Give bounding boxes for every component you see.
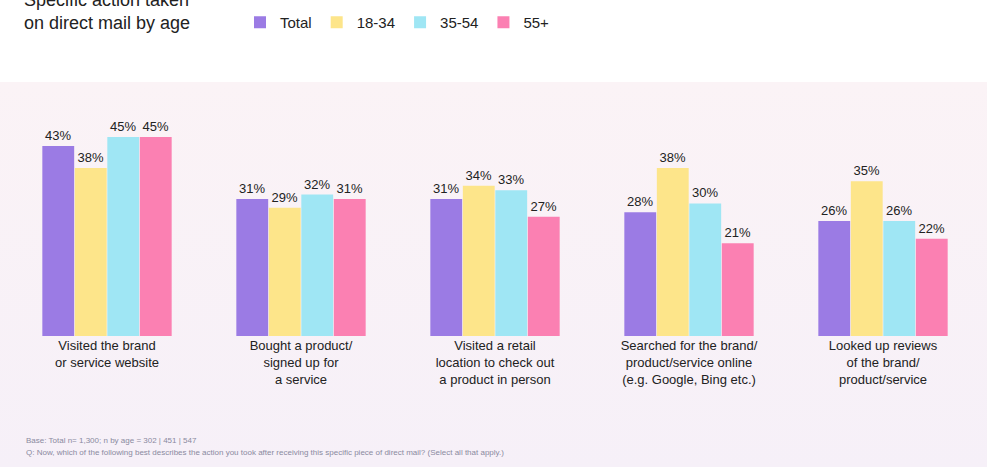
svg-text:Looked up reviewsof the brand/: Looked up reviewsof the brand/product/se… <box>829 338 938 387</box>
svg-text:Specific action takenon direct: Specific action takenon direct mail by a… <box>24 0 190 33</box>
svg-text:35%: 35% <box>854 163 880 178</box>
svg-text:45%: 45% <box>110 119 136 134</box>
svg-text:29%: 29% <box>272 190 298 205</box>
svg-text:31%: 31% <box>433 181 459 196</box>
svg-text:55+: 55+ <box>523 14 549 31</box>
svg-text:45%: 45% <box>143 119 169 134</box>
svg-text:Visited the brandor service we: Visited the brandor service website <box>55 338 159 370</box>
svg-text:Total: Total <box>280 14 312 31</box>
svg-text:Bought a product/signed up for: Bought a product/signed up fora service <box>250 338 353 387</box>
svg-text:33%: 33% <box>498 172 524 187</box>
svg-text:31%: 31% <box>337 181 363 196</box>
svg-text:43%: 43% <box>45 128 71 143</box>
svg-text:31%: 31% <box>239 181 265 196</box>
svg-text:Base: Total n= 1,300; n by age: Base: Total n= 1,300; n by age = 302 | 4… <box>26 436 197 445</box>
svg-text:30%: 30% <box>692 185 718 200</box>
svg-text:18-34: 18-34 <box>357 14 395 31</box>
svg-text:28%: 28% <box>627 194 653 209</box>
svg-text:27%: 27% <box>531 199 557 214</box>
svg-text:26%: 26% <box>821 203 847 218</box>
svg-text:38%: 38% <box>78 150 104 165</box>
svg-text:38%: 38% <box>660 150 686 165</box>
svg-text:35-54: 35-54 <box>440 14 478 31</box>
svg-text:Q: Now, which of the following: Q: Now, which of the following best desc… <box>26 448 504 457</box>
svg-text:34%: 34% <box>466 168 492 183</box>
svg-text:26%: 26% <box>886 203 912 218</box>
svg-text:Visited a retaillocation to ch: Visited a retaillocation to check outa p… <box>436 338 555 387</box>
svg-text:32%: 32% <box>304 177 330 192</box>
svg-text:22%: 22% <box>919 221 945 236</box>
svg-text:21%: 21% <box>725 225 751 240</box>
svg-text:Searched for the brand/product: Searched for the brand/product/service o… <box>621 338 758 387</box>
